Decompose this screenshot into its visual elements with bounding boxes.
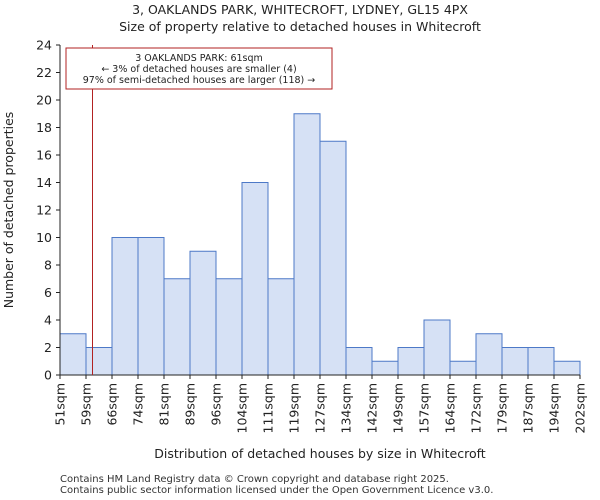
y-axis-label: Number of detached properties xyxy=(1,112,16,309)
bar-157sqm xyxy=(423,319,451,376)
x-tick-label: 142sqm xyxy=(365,383,380,433)
x-tick-label: 172sqm xyxy=(469,383,484,433)
x-tick-label: 104sqm xyxy=(235,383,250,433)
x-tick-label: 127sqm xyxy=(313,383,328,433)
bar-187sqm xyxy=(527,347,555,376)
bar-164sqm xyxy=(449,360,477,376)
x-axis-label: Distribution of detached houses by size … xyxy=(154,446,485,461)
annotation-line-1: 3 OAKLANDS PARK: 61sqm xyxy=(135,53,263,64)
bar-74sqm xyxy=(137,237,165,376)
x-tick-label: 164sqm xyxy=(443,383,458,433)
x-tick-label: 81sqm xyxy=(157,383,172,426)
annotation-line-3: 97% of semi-detached houses are larger (… xyxy=(83,75,316,86)
bar-179sqm xyxy=(501,347,529,376)
x-tick-label: 111sqm xyxy=(261,383,276,433)
annotation-box: 3 OAKLANDS PARK: 61sqm ← 3% of detached … xyxy=(65,47,333,90)
x-tick-label: 51sqm xyxy=(53,383,68,426)
x-tick-label: 179sqm xyxy=(495,383,510,433)
y-tick-label: 14 xyxy=(36,175,52,190)
y-tick-label: 6 xyxy=(44,285,52,300)
x-tick-label: 157sqm xyxy=(417,383,432,433)
bar-127sqm xyxy=(319,140,347,376)
y-tick-label: 12 xyxy=(36,203,52,218)
footer-line-2: Contains public sector information licen… xyxy=(60,485,494,496)
y-tick-label: 8 xyxy=(44,258,52,273)
bar-59sqm xyxy=(85,347,113,376)
x-tick-label: 96sqm xyxy=(209,383,224,426)
y-tick-label: 22 xyxy=(36,65,52,80)
bar-172sqm xyxy=(475,333,503,376)
y-tick-label: 20 xyxy=(36,93,52,108)
x-tick-label: 149sqm xyxy=(391,383,406,433)
footer-line-1: Contains HM Land Registry data © Crown c… xyxy=(60,474,449,485)
chart-subtitle: Size of property relative to detached ho… xyxy=(119,19,481,34)
bars-group xyxy=(59,113,581,376)
bar-119sqm xyxy=(293,113,321,376)
bar-51sqm xyxy=(59,333,87,376)
x-tick-label: 187sqm xyxy=(521,383,536,433)
y-tick-label: 2 xyxy=(44,340,52,355)
y-tick-label: 10 xyxy=(36,230,52,245)
x-tick-label: 194sqm xyxy=(547,383,562,433)
x-tick-label: 202sqm xyxy=(573,383,588,433)
bar-194sqm xyxy=(553,360,581,376)
x-tick-label: 119sqm xyxy=(287,383,302,433)
bar-104sqm xyxy=(241,182,269,376)
annotation-line-2: ← 3% of detached houses are smaller (4) xyxy=(101,64,296,75)
bar-81sqm xyxy=(163,278,191,376)
x-tick-label: 89sqm xyxy=(183,383,198,426)
y-tick-label: 24 xyxy=(36,38,52,53)
bar-111sqm xyxy=(267,278,295,376)
bar-89sqm xyxy=(189,250,217,376)
bar-142sqm xyxy=(371,360,399,376)
x-tick-label: 134sqm xyxy=(339,383,354,433)
bar-66sqm xyxy=(111,237,139,376)
y-tick-label: 16 xyxy=(36,148,52,163)
bar-149sqm xyxy=(397,347,425,376)
x-tick-label: 74sqm xyxy=(131,383,146,426)
bar-134sqm xyxy=(345,347,373,376)
y-tick-label: 4 xyxy=(44,313,52,328)
x-tick-label: 59sqm xyxy=(79,383,94,426)
x-tick-label: 66sqm xyxy=(105,383,120,426)
bar-96sqm xyxy=(215,278,243,376)
chart-title: 3, OAKLANDS PARK, WHITECROFT, LYDNEY, GL… xyxy=(132,2,468,17)
y-tick-label: 0 xyxy=(44,368,52,383)
annotation-border xyxy=(65,47,333,90)
y-tick-label: 18 xyxy=(36,120,52,135)
